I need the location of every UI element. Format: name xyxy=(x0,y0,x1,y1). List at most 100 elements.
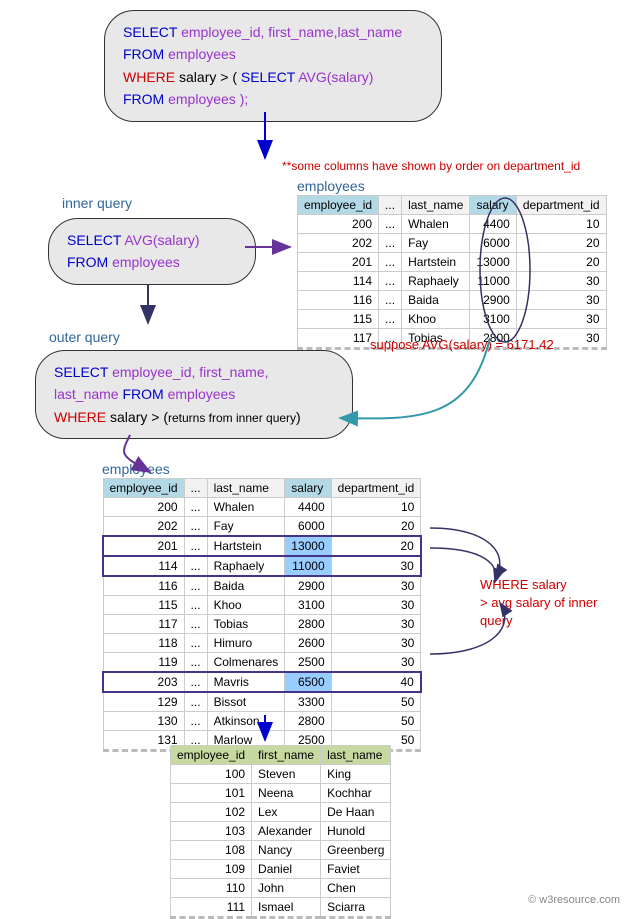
table-cell: 202 xyxy=(298,234,379,253)
table-cell: 100 xyxy=(171,765,252,784)
kw-from2: FROM xyxy=(123,91,164,107)
table-cell: 3100 xyxy=(470,310,516,329)
table-cell: Nancy xyxy=(252,841,321,860)
kw-select: SELECT xyxy=(67,232,124,248)
cond: salary > ( xyxy=(106,409,168,425)
columns-note: **some columns have shown by order on de… xyxy=(282,159,580,173)
table-cell: 114 xyxy=(298,272,379,291)
table-row: 109DanielFaviet xyxy=(171,860,391,879)
table-row: 129...Bissot330050 xyxy=(103,692,421,712)
table-cell: 129 xyxy=(103,692,184,712)
table-row: 116...Baida290030 xyxy=(298,291,607,310)
table-row: 202...Fay600020 xyxy=(298,234,607,253)
table-cell: 10 xyxy=(516,215,606,234)
table-cell: 117 xyxy=(298,329,379,349)
table-cell: 201 xyxy=(103,536,184,556)
table-cell: 30 xyxy=(331,596,421,615)
where-note-1: WHERE salary xyxy=(480,576,630,594)
inner-query-label: inner query xyxy=(62,195,132,211)
col-header: department_id xyxy=(516,196,606,215)
table-cell: ... xyxy=(379,215,402,234)
table-cell: 50 xyxy=(331,692,421,712)
table-cell: 110 xyxy=(171,879,252,898)
table-row: 110JohnChen xyxy=(171,879,391,898)
table: employees xyxy=(164,46,236,62)
table-row: 200...Whalen440010 xyxy=(298,215,607,234)
table-cell: 2800 xyxy=(285,712,331,731)
col-header: employee_id xyxy=(298,196,379,215)
table-cell: ... xyxy=(184,596,207,615)
table-row: 115...Khoo310030 xyxy=(298,310,607,329)
table-cell: ... xyxy=(379,253,402,272)
table-cell: 116 xyxy=(298,291,379,310)
table-row: 100StevenKing xyxy=(171,765,391,784)
table-cell: Faviet xyxy=(321,860,391,879)
table-cell: 20 xyxy=(516,234,606,253)
table-row: 201...Hartstein1300020 xyxy=(103,536,421,556)
table-cell: Hartstein xyxy=(207,536,285,556)
where-note-2: > avg salary of inner query xyxy=(480,594,630,630)
table-row: 102LexDe Haan xyxy=(171,803,391,822)
close: ) xyxy=(296,409,301,425)
outer-query-label: outer query xyxy=(49,329,120,345)
kw-from: FROM xyxy=(122,386,163,402)
table-cell: 30 xyxy=(516,310,606,329)
table-cell: Raphaely xyxy=(402,272,470,291)
table-cell: 201 xyxy=(298,253,379,272)
col-header: last_name xyxy=(321,746,391,765)
table-cell: Raphaely xyxy=(207,556,285,576)
table-cell: 117 xyxy=(103,615,184,634)
table-cell: 10 xyxy=(331,498,421,517)
sub-func: AVG(salary) xyxy=(298,69,373,85)
col-header: last_name xyxy=(402,196,470,215)
table-cell: Himuro xyxy=(207,634,285,653)
table-cell: 11000 xyxy=(285,556,331,576)
table-cell: 50 xyxy=(331,712,421,731)
table-cell: Chen xyxy=(321,879,391,898)
cols: employee_id, first_name, xyxy=(108,364,268,380)
table-cell: ... xyxy=(184,576,207,596)
table-cell: 109 xyxy=(171,860,252,879)
table-cell: Kochhar xyxy=(321,784,391,803)
table-cell: 108 xyxy=(171,841,252,860)
table2: employees ); xyxy=(164,91,248,107)
table-cell: Hunold xyxy=(321,822,391,841)
table-cell: King xyxy=(321,765,391,784)
table-cell: 30 xyxy=(331,615,421,634)
sub-select: SELECT xyxy=(241,69,298,85)
table-cell: 4400 xyxy=(470,215,516,234)
table-cell: 116 xyxy=(103,576,184,596)
note: returns from inner query xyxy=(168,411,296,425)
table-cell: 3300 xyxy=(285,692,331,712)
table-cell: 13000 xyxy=(470,253,516,272)
where-note: WHERE salary > avg salary of inner query xyxy=(480,576,630,631)
table-row: 117...Tobias280030 xyxy=(103,615,421,634)
func: AVG(salary) xyxy=(124,232,199,248)
table-row: 202...Fay600020 xyxy=(103,517,421,537)
table-cell: 115 xyxy=(103,596,184,615)
table-cell: 2600 xyxy=(285,634,331,653)
table-cell: De Haan xyxy=(321,803,391,822)
table-cell: Whalen xyxy=(207,498,285,517)
table-cell: 20 xyxy=(331,517,421,537)
table-row: 203...Mavris650040 xyxy=(103,672,421,692)
table-cell: Whalen xyxy=(402,215,470,234)
table-cell: Fay xyxy=(207,517,285,537)
employees-label-1: employees xyxy=(297,178,365,194)
table-cell: 102 xyxy=(171,803,252,822)
table-row: 114...Raphaely1100030 xyxy=(298,272,607,291)
table-cell: ... xyxy=(379,291,402,310)
table-cell: Greenberg xyxy=(321,841,391,860)
col-header: department_id xyxy=(331,479,421,498)
col-header: employee_id xyxy=(171,746,252,765)
kw-from: FROM xyxy=(67,254,108,270)
inner-query-box: SELECT AVG(salary) FROM employees xyxy=(48,218,256,285)
outer-query-box: SELECT employee_id, first_name, last_nam… xyxy=(35,350,353,439)
table-cell: Daniel xyxy=(252,860,321,879)
table-cell: 6000 xyxy=(285,517,331,537)
table-row: 201...Hartstein1300020 xyxy=(298,253,607,272)
table-cell: ... xyxy=(379,234,402,253)
table-cell: 4400 xyxy=(285,498,331,517)
table-row: 101NeenaKochhar xyxy=(171,784,391,803)
table-cell: 30 xyxy=(331,556,421,576)
